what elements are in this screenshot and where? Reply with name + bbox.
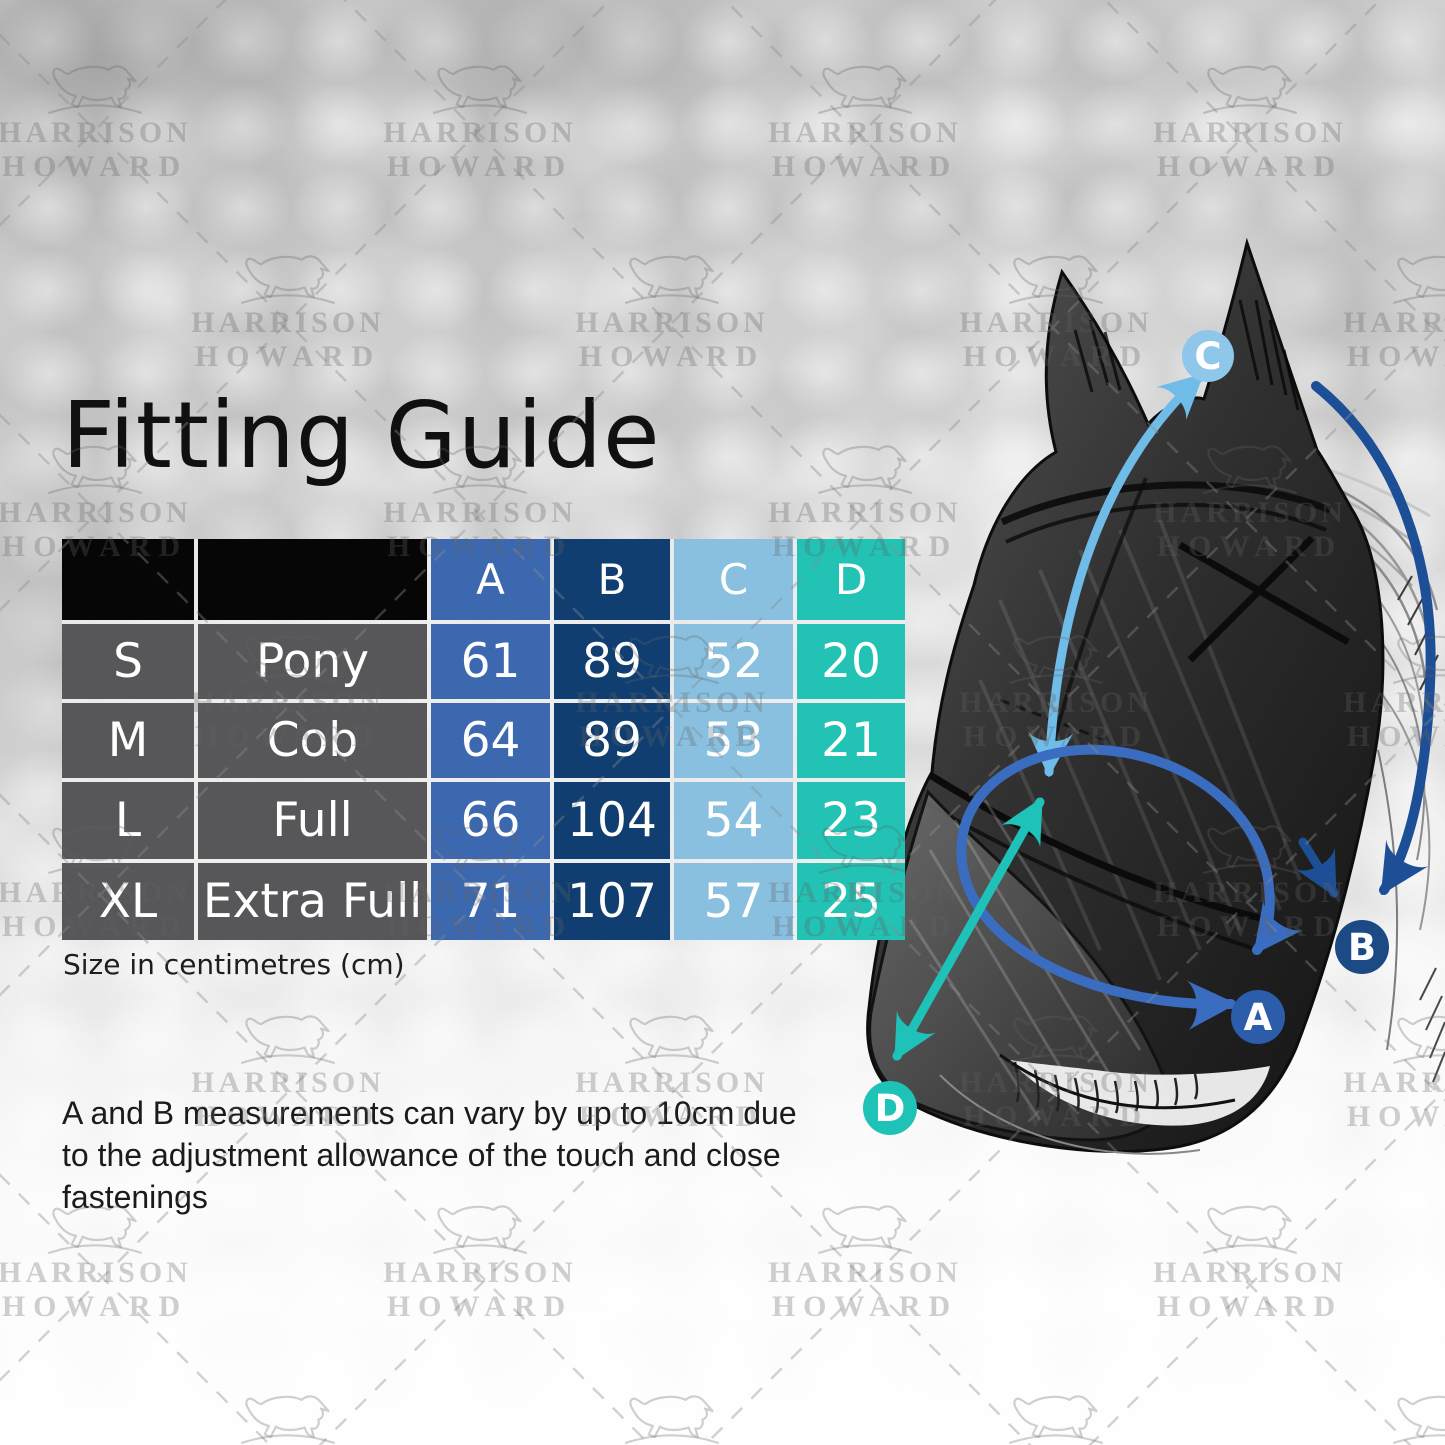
measurement-label-c: C (1182, 330, 1234, 382)
size-cell: XL (62, 863, 194, 940)
size-cell: S (62, 624, 194, 699)
value-c: 57 (674, 863, 793, 940)
measurement-label-d: D (863, 1081, 917, 1135)
value-c: 52 (674, 624, 793, 699)
value-b: 104 (554, 782, 670, 859)
table-corner-cell (62, 539, 194, 620)
fit-note-line: to the adjustment allowance of the touch… (62, 1137, 781, 1173)
fit-note-line: A and B measurements can vary by up to 1… (62, 1095, 797, 1131)
measurement-label-b: B (1335, 920, 1389, 974)
column-header-c: C (674, 539, 793, 620)
fit-cell: Full (198, 782, 427, 859)
svg-text:B: B (1348, 926, 1376, 969)
value-b: 107 (554, 863, 670, 940)
fit-note-line: fastenings (62, 1179, 208, 1215)
horse-head (866, 237, 1385, 1155)
fit-cell: Cob (198, 703, 427, 778)
column-header-b: B (554, 539, 670, 620)
size-cell: L (62, 782, 194, 859)
svg-text:C: C (1194, 335, 1221, 378)
units-note: Size in centimetres (cm) (63, 948, 405, 981)
value-d: 21 (797, 703, 905, 778)
table-corner-cell (198, 539, 427, 620)
value-c: 53 (674, 703, 793, 778)
value-d: 23 (797, 782, 905, 859)
value-a: 64 (431, 703, 550, 778)
measurement-label-a: A (1231, 990, 1285, 1044)
chin-area (1010, 1060, 1270, 1126)
value-d: 20 (797, 624, 905, 699)
fit-cell: Pony (198, 624, 427, 699)
value-c: 54 (674, 782, 793, 859)
measurement-arrows (892, 372, 1436, 1061)
measurement-arrow-d (892, 797, 1045, 1061)
value-a: 66 (431, 782, 550, 859)
value-b: 89 (554, 624, 670, 699)
value-b: 89 (554, 703, 670, 778)
svg-text:A: A (1244, 996, 1273, 1039)
column-header-d: D (797, 539, 905, 620)
value-a: 71 (431, 863, 550, 940)
measurement-arrow-b2 (1295, 837, 1339, 898)
page-title: Fitting Guide (62, 382, 661, 489)
size-table: A B C D S Pony 61 89 52 20 M Cob 64 89 5… (62, 539, 905, 940)
fit-note: A and B measurements can vary by up to 1… (62, 1092, 892, 1218)
svg-text:D: D (875, 1087, 906, 1130)
size-cell: M (62, 703, 194, 778)
column-header-a: A (431, 539, 550, 620)
measurement-arrow-c (1028, 372, 1205, 778)
whisker-strokes (939, 1053, 1236, 1155)
value-d: 25 (797, 863, 905, 940)
fit-cell: Extra Full (198, 863, 427, 940)
value-a: 61 (431, 624, 550, 699)
